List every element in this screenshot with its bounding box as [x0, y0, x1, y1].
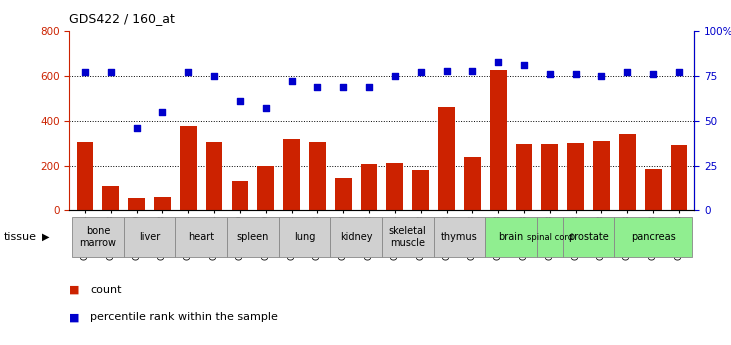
- Text: skeletal
muscle: skeletal muscle: [389, 226, 427, 248]
- Point: [673, 70, 685, 75]
- Bar: [175, 217, 227, 257]
- Bar: [72, 217, 124, 257]
- Bar: [257, 166, 274, 210]
- Bar: [485, 217, 537, 257]
- Text: spinal cord: spinal cord: [527, 233, 573, 242]
- Point: [441, 68, 452, 73]
- Text: kidney: kidney: [340, 232, 372, 242]
- Point: [260, 106, 272, 111]
- Point: [234, 98, 246, 104]
- Point: [311, 84, 323, 89]
- Bar: [180, 126, 197, 210]
- Point: [131, 125, 143, 131]
- Text: ▶: ▶: [42, 232, 50, 242]
- Bar: [490, 70, 507, 210]
- Bar: [128, 198, 145, 210]
- Bar: [77, 142, 94, 210]
- Bar: [593, 141, 610, 210]
- Bar: [567, 143, 584, 210]
- Point: [105, 70, 117, 75]
- Point: [338, 84, 349, 89]
- Point: [466, 68, 478, 73]
- Text: ■: ■: [69, 312, 80, 322]
- Bar: [645, 169, 662, 210]
- Bar: [279, 217, 330, 257]
- Text: tissue: tissue: [4, 232, 37, 242]
- Bar: [412, 170, 429, 210]
- Point: [647, 71, 659, 77]
- Text: GDS422 / 160_at: GDS422 / 160_at: [69, 12, 175, 25]
- Bar: [670, 146, 687, 210]
- Text: liver: liver: [139, 232, 160, 242]
- Bar: [205, 142, 222, 210]
- Bar: [464, 157, 481, 210]
- Bar: [309, 142, 326, 210]
- Bar: [335, 178, 352, 210]
- Text: heart: heart: [188, 232, 214, 242]
- Bar: [619, 134, 636, 210]
- Text: count: count: [90, 285, 121, 295]
- Bar: [330, 217, 382, 257]
- Bar: [382, 217, 433, 257]
- Bar: [102, 186, 119, 210]
- Point: [208, 73, 220, 79]
- Bar: [124, 217, 175, 257]
- Point: [389, 73, 401, 79]
- Bar: [614, 217, 692, 257]
- Point: [183, 70, 194, 75]
- Bar: [433, 217, 485, 257]
- Point: [569, 71, 581, 77]
- Point: [492, 59, 504, 64]
- Point: [414, 70, 426, 75]
- Bar: [515, 144, 532, 210]
- Text: percentile rank within the sample: percentile rank within the sample: [90, 312, 278, 322]
- Text: ■: ■: [69, 285, 80, 295]
- Point: [544, 71, 556, 77]
- Text: prostate: prostate: [568, 232, 609, 242]
- Text: bone
marrow: bone marrow: [80, 226, 116, 248]
- Bar: [542, 144, 558, 210]
- Bar: [232, 181, 249, 210]
- Bar: [227, 217, 279, 257]
- Point: [156, 109, 168, 115]
- Bar: [563, 217, 614, 257]
- Bar: [360, 165, 377, 210]
- Point: [286, 79, 298, 84]
- Point: [621, 70, 633, 75]
- Bar: [387, 163, 404, 210]
- Text: spleen: spleen: [237, 232, 269, 242]
- Bar: [283, 139, 300, 210]
- Bar: [438, 107, 455, 210]
- Text: brain: brain: [499, 232, 523, 242]
- Text: thymus: thymus: [441, 232, 478, 242]
- Bar: [537, 217, 563, 257]
- Point: [79, 70, 91, 75]
- Text: lung: lung: [294, 232, 315, 242]
- Text: pancreas: pancreas: [631, 232, 675, 242]
- Point: [518, 62, 530, 68]
- Point: [363, 84, 375, 89]
- Bar: [154, 197, 171, 210]
- Point: [596, 73, 607, 79]
